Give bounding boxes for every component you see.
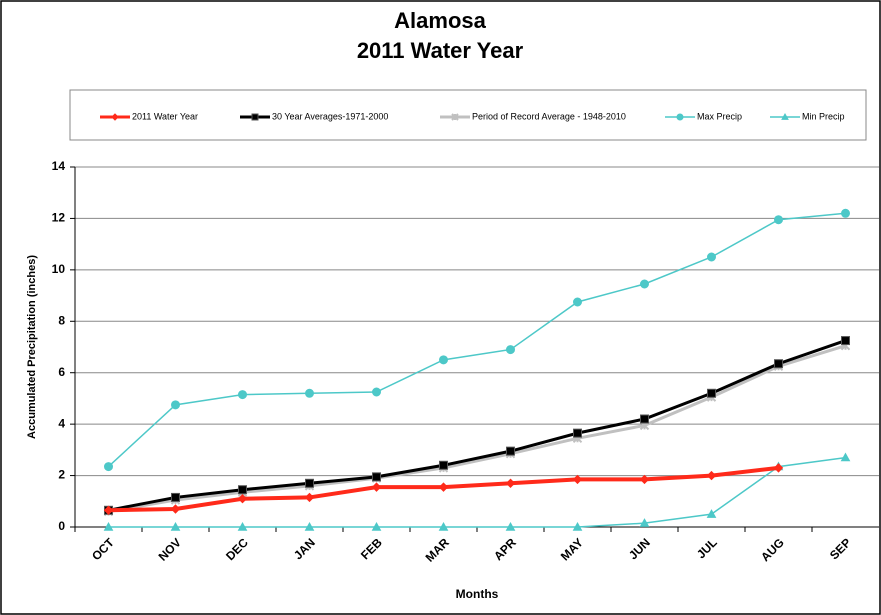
- data-point: [707, 252, 716, 262]
- series-line: [108, 456, 846, 528]
- y-tick-label: 4: [58, 416, 65, 430]
- data-point: [506, 446, 515, 456]
- data-point: [505, 521, 516, 531]
- data-point: [372, 387, 381, 397]
- data-point: [573, 297, 582, 307]
- data-point: [639, 474, 650, 485]
- series-line: [108, 339, 846, 512]
- data-point: [572, 521, 583, 531]
- data-point: [439, 355, 448, 365]
- y-tick-label: 0: [58, 519, 65, 533]
- legend-marker: [781, 112, 789, 120]
- chart-title: Alamosa: [394, 8, 486, 33]
- data-point: [706, 470, 717, 481]
- data-point: [305, 478, 314, 488]
- data-point: [305, 388, 314, 398]
- data-point: [840, 452, 851, 462]
- legend-marker: [111, 113, 119, 121]
- data-point: [372, 472, 381, 482]
- data-point: [506, 345, 515, 355]
- data-point: [841, 336, 850, 346]
- data-point: [639, 518, 650, 527]
- data-point: [573, 428, 582, 438]
- legend-label: Period of Record Average - 1948-2010: [472, 111, 626, 121]
- series-line: [107, 212, 846, 468]
- legend-marker: [676, 113, 684, 121]
- data-point: [304, 521, 315, 531]
- series-line: [108, 344, 846, 514]
- data-point: [238, 485, 247, 495]
- y-tick-label: 2: [58, 468, 65, 482]
- legend-marker: [451, 113, 459, 121]
- y-tick-label: 6: [58, 365, 65, 379]
- data-point: [170, 504, 181, 514]
- chart-subtitle: 2011 Water Year: [357, 38, 524, 63]
- y-tick-label: 12: [52, 211, 66, 225]
- data-point: [707, 388, 716, 398]
- legend-label: Min Precip: [802, 111, 845, 121]
- data-point: [505, 478, 516, 488]
- data-point: [371, 521, 382, 531]
- data-point: [706, 509, 717, 518]
- data-point: [841, 208, 850, 218]
- legend-label: 30 Year Averages-1971-2000: [272, 111, 388, 121]
- legend-marker: [251, 113, 259, 121]
- y-tick-label: 8: [58, 313, 65, 327]
- data-point: [773, 463, 784, 473]
- data-point: [171, 400, 180, 410]
- legend-box: [69, 89, 867, 141]
- data-point: [438, 521, 449, 531]
- data-point: [439, 460, 448, 470]
- data-point: [371, 482, 382, 492]
- data-point: [170, 521, 181, 531]
- data-point: [238, 390, 247, 400]
- data-point: [237, 521, 248, 531]
- x-axis-label: Months: [456, 587, 499, 601]
- y-tick-label: 10: [52, 262, 66, 276]
- data-point: [438, 482, 449, 492]
- legend-label: 2011 Water Year: [132, 111, 198, 121]
- data-point: [304, 492, 315, 503]
- data-point: [103, 521, 114, 531]
- y-tick-label: 14: [52, 159, 66, 173]
- data-point: [103, 505, 114, 515]
- data-point: [237, 494, 248, 504]
- data-point: [774, 359, 783, 369]
- data-point: [640, 279, 649, 289]
- data-point: [640, 414, 649, 424]
- legend-label: Max Precip: [697, 111, 742, 121]
- y-axis-label: Accumulated Precipitation (inches): [26, 255, 38, 439]
- data-point: [171, 492, 180, 502]
- data-point: [572, 474, 583, 485]
- data-point: [774, 215, 783, 225]
- data-point: [104, 462, 113, 472]
